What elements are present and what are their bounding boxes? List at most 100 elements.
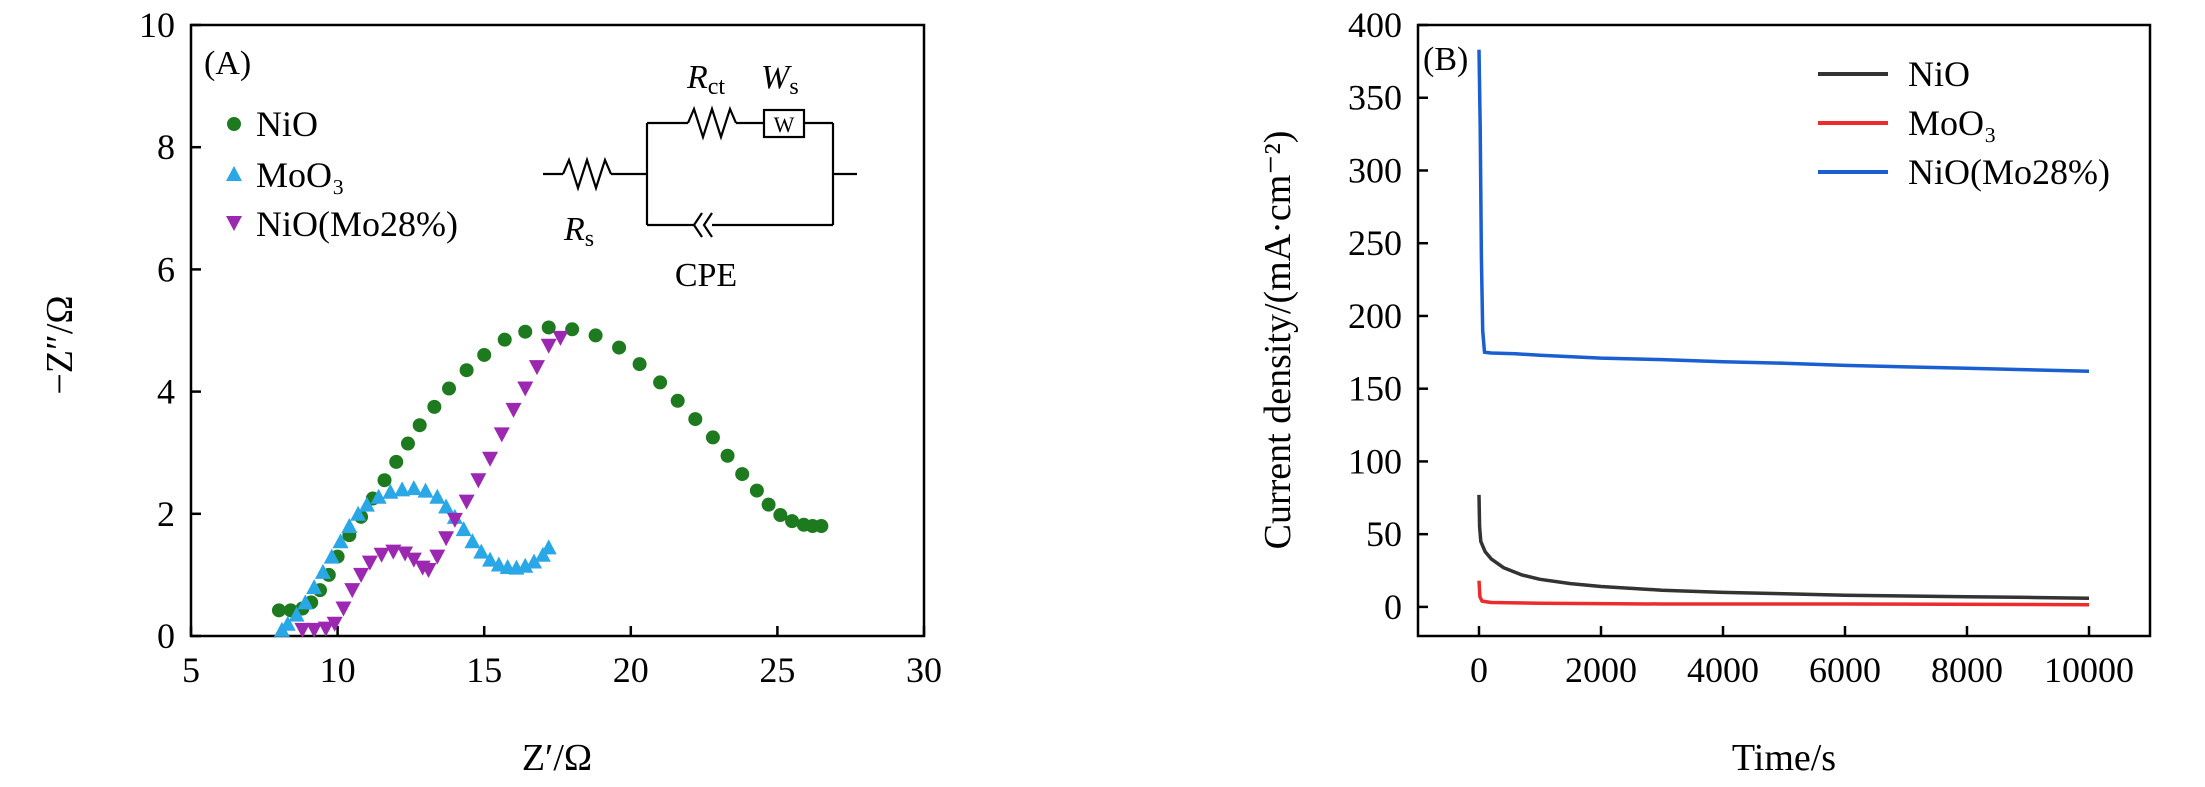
point-moo (332, 533, 349, 549)
point-nio-mo28 (540, 338, 557, 354)
point-moo (314, 563, 331, 579)
point-nio (541, 320, 556, 335)
point-nio-mo28 (438, 531, 455, 547)
point-nio (688, 412, 703, 427)
point-moo (526, 553, 543, 569)
legend-item-b-nio: NiO (1818, 54, 1970, 94)
point-nio-mo28 (353, 567, 370, 583)
point-nio-mo28 (446, 512, 463, 528)
point-moo (370, 488, 387, 504)
panel-b-label: (B) (1423, 41, 1468, 78)
point-moo (279, 615, 296, 631)
point-nio-mo28 (528, 360, 545, 376)
series-line-moo (1477, 580, 2090, 607)
legend-marker-nio (227, 117, 241, 131)
panel-a-legend: NiO MoO₃ NiO(Mo28%) (226, 104, 458, 244)
point-nio (271, 603, 286, 618)
point-nio-mo28 (405, 552, 422, 568)
point-nio (459, 363, 474, 378)
rct-symbol: R (686, 59, 708, 96)
point-nio (377, 473, 392, 488)
panel-b-frame (1416, 23, 2152, 638)
panel-a-points (271, 320, 829, 638)
point-nio (588, 328, 603, 343)
rct-label: Rct (686, 59, 725, 100)
point-nio (427, 399, 442, 414)
panel-b-series-lines (1477, 49, 2090, 607)
point-nio (497, 332, 512, 347)
legend-label-nio-mo28: NiO(Mo28%) (256, 204, 458, 244)
series-line-nio-mo28 (1477, 49, 2090, 373)
rs-symbol: R (563, 211, 585, 248)
point-nio (653, 375, 668, 390)
point-moo (429, 488, 446, 504)
panel-b-y-ticks: 0 50 100 150 200 250 300 350 400 (1348, 5, 1428, 627)
equivalent-circuit-inset (543, 105, 857, 238)
point-moo (288, 606, 305, 622)
point-nio (773, 508, 788, 523)
point-moo (464, 533, 481, 549)
panel-b-y-label: Current density/(mA·cm⁻²) (1257, 131, 1299, 550)
ws-subscript: s (789, 74, 798, 100)
legend-label-nio: NiO (256, 104, 318, 144)
point-moo (405, 480, 422, 496)
legend-item-b-moo3: MoO₃ (1818, 103, 1997, 143)
point-nio-mo28 (344, 583, 361, 599)
cpe-element-left (692, 212, 703, 238)
b-x-tick-label: 8000 (1931, 650, 2003, 690)
point-moo (438, 498, 455, 514)
w-box-label: W (774, 112, 795, 137)
a-y-tick-label: 4 (157, 372, 175, 412)
legend-item-nio-mo28: NiO(Mo28%) (226, 204, 458, 244)
panel-b-legend: NiO MoO₃ NiO(Mo28%) (1818, 54, 2110, 192)
b-x-tick-label: 10000 (2044, 650, 2134, 690)
point-moo (341, 518, 358, 534)
rct-resistor (686, 105, 738, 141)
point-nio-mo28 (306, 622, 323, 638)
point-nio (814, 519, 829, 534)
point-moo (473, 543, 490, 559)
panel-b-x-ticks: 0 2000 4000 6000 8000 10000 (1470, 626, 2134, 690)
point-nio (761, 497, 776, 512)
ws-label: Ws (761, 59, 799, 100)
legend-marker-moo3 (226, 166, 242, 181)
point-nio-mo28 (317, 621, 334, 637)
b-x-tick-label: 0 (1470, 650, 1488, 690)
point-nio-mo28 (505, 402, 522, 418)
point-moo (382, 483, 399, 499)
point-nio (518, 324, 533, 339)
point-nio (720, 448, 735, 463)
cpe-element-right (702, 212, 713, 238)
legend-label-b-nio: NiO (1908, 54, 1970, 94)
point-nio (785, 514, 800, 529)
point-nio-mo28 (326, 616, 343, 632)
panel-b-chart: (B) 0 2000 4000 6000 8000 10000 0 50 100 150 200 2… (1257, 5, 2152, 779)
point-moo (540, 539, 557, 555)
panel-a-chart: (A) 5 10 15 20 25 30 0 2 4 6 8 10 Z′/Ω −Z″/Ω NiO M… (39, 5, 942, 779)
point-nio-mo28 (385, 544, 402, 560)
point-nio (565, 322, 580, 337)
ws-symbol: W (761, 59, 792, 96)
a-y-tick-label: 0 (157, 616, 175, 656)
b-y-tick-label: 250 (1348, 223, 1402, 263)
legend-label-b-nio-mo28: NiO(Mo28%) (1908, 152, 2110, 192)
point-nio (632, 357, 647, 372)
panel-b-x-label: Time/s (1732, 737, 1836, 779)
point-nio-mo28 (397, 546, 414, 562)
a-y-tick-label: 8 (157, 127, 175, 167)
panel-a-frame (189, 23, 926, 638)
point-nio-mo28 (458, 494, 475, 510)
panel-a-y-ticks: 0 2 4 6 8 10 (139, 5, 201, 656)
point-nio-mo28 (517, 381, 534, 397)
point-nio (442, 381, 457, 396)
series-line-nio (1477, 494, 2090, 600)
b-x-tick-label: 2000 (1565, 650, 1637, 690)
a-y-tick-label: 2 (157, 494, 175, 534)
legend-label-b-moo3: MoO₃ (1908, 103, 1997, 143)
a-x-tick-label: 25 (759, 650, 795, 690)
a-y-tick-label: 10 (139, 5, 175, 45)
a-x-tick-label: 20 (613, 650, 649, 690)
point-nio (477, 347, 492, 362)
a-x-tick-label: 30 (906, 650, 942, 690)
panel-a-x-label: Z′/Ω (522, 737, 592, 779)
